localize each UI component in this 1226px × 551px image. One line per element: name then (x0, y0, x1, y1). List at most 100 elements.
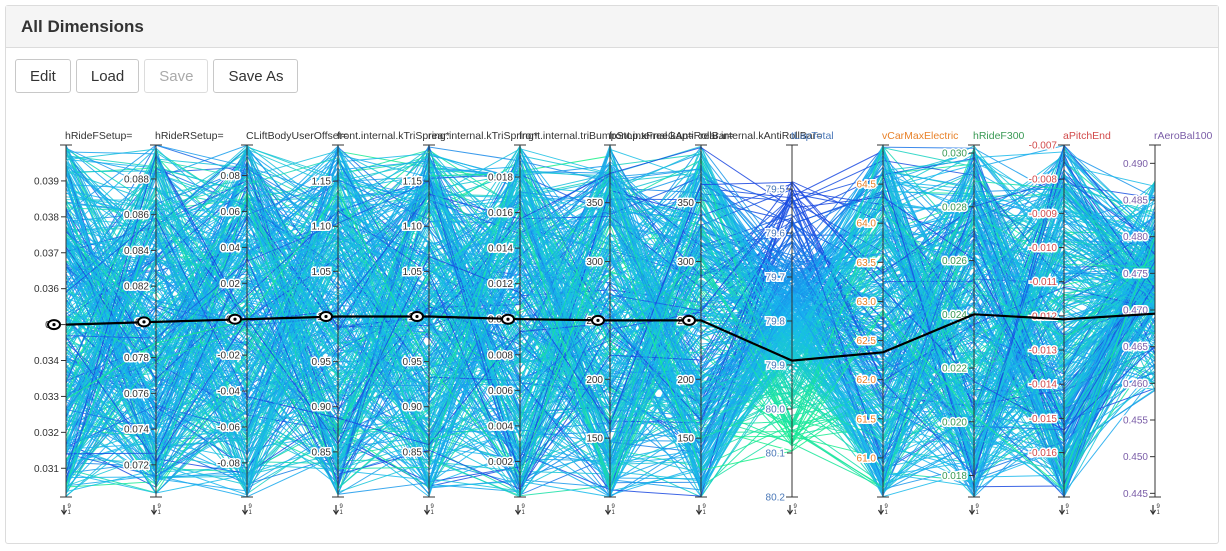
panel-header: All Dimensions (6, 6, 1218, 48)
axis: front.internal.kTriSpring* 0.85 0.90 0.95 1.… (310, 130, 450, 516)
tick-label: 0.018 (942, 471, 967, 482)
axis-title: front.internal.triBumpStop.xFreeGap= (519, 130, 694, 142)
toolbar: Edit Load Save Save As (15, 59, 303, 93)
svg-text:9: 9 (522, 504, 526, 510)
tick-label: 150 (677, 434, 694, 445)
axis: hRideRSetup=0.0720.0740.0760.0780.00.082… (122, 130, 223, 516)
tick-label: 62.0 (857, 375, 877, 386)
axis: hRideF3000.0180.0200.0220.0240.0260.0280… (940, 130, 1025, 516)
tick-label: 0.85 (403, 447, 423, 458)
tick-label: 0.036 (34, 284, 59, 295)
tick-label: 0.90 (312, 402, 332, 413)
tick-label: 0.020 (942, 417, 967, 428)
sort-icon[interactable]: 91 (604, 504, 616, 516)
svg-text:1: 1 (249, 510, 253, 516)
tick-label: 0.022 (942, 364, 967, 375)
sort-icon[interactable]: 91 (423, 504, 435, 516)
tick-label: 79.5 (766, 185, 786, 196)
tick-label: 79.6 (766, 229, 786, 240)
tick-label: -0.007 (1029, 141, 1058, 152)
tick-label: 80.0 (766, 405, 786, 416)
highlight-marker[interactable] (137, 316, 151, 328)
highlight-marker[interactable] (591, 314, 605, 326)
tick-label: 0.076 (124, 389, 149, 400)
tick-label: 1.15 (403, 177, 423, 188)
tick-label: 0.445 (1123, 489, 1148, 500)
tick-label: 0.004 (488, 421, 513, 432)
axis-title: CLiftBodyUserOffset= (246, 130, 348, 142)
tick-label: 0.475 (1123, 269, 1148, 280)
tick-label: 0.086 (124, 210, 149, 221)
svg-text:9: 9 (885, 504, 889, 510)
sort-icon[interactable]: 91 (1149, 504, 1161, 516)
tick-label: -0.016 (1029, 448, 1058, 459)
svg-text:1: 1 (522, 510, 526, 516)
tick-label: 0.074 (124, 425, 149, 436)
tick-label: 0.95 (403, 357, 423, 368)
axis-title: aPitchEnd (1063, 130, 1111, 142)
sort-icon[interactable]: 91 (877, 504, 889, 516)
edit-button[interactable]: Edit (15, 59, 71, 93)
tick-label: 63.0 (857, 297, 877, 308)
svg-text:9: 9 (1066, 504, 1070, 510)
svg-text:9: 9 (1157, 504, 1161, 510)
tick-label: 200 (677, 375, 694, 386)
axis: rAeroBal100 0.445 0.450 0.455 0.460 0.465 0.47… (1121, 130, 1212, 516)
svg-text:9: 9 (976, 504, 980, 510)
tick-label: 0.08 (221, 171, 241, 182)
highlight-marker[interactable] (682, 314, 696, 326)
axis-title: rear.internal.kAntiRollBar= (700, 130, 822, 142)
axis-title: tLapTotal (791, 130, 834, 142)
tick-label: 0.012 (488, 279, 513, 290)
highlight-marker[interactable] (47, 319, 61, 331)
svg-text:1: 1 (1066, 510, 1070, 516)
tick-label: 0.016 (488, 208, 513, 219)
tick-label: 1.10 (312, 222, 332, 233)
sort-icon[interactable]: 91 (60, 504, 72, 516)
tick-label: 0.088 (124, 174, 149, 185)
tick-label: 0.018 (488, 173, 513, 184)
tick-label: 79.9 (766, 361, 786, 372)
svg-text:1: 1 (68, 510, 72, 516)
tick-label: 1.15 (312, 177, 332, 188)
axis-title: hRideFSetup= (65, 130, 132, 142)
highlighted-line[interactable] (65, 312, 1156, 362)
save-button[interactable]: Save (144, 59, 209, 93)
tick-label: 300 (677, 257, 694, 268)
highlight-marker[interactable] (501, 313, 515, 325)
svg-text:1: 1 (976, 510, 980, 516)
tick-label: 64.5 (857, 180, 877, 191)
svg-text:1: 1 (794, 510, 798, 516)
axis-title: hRideF300 (973, 130, 1025, 142)
sort-icon[interactable]: 91 (786, 504, 798, 516)
sort-icon[interactable]: 91 (514, 504, 526, 516)
svg-text:9: 9 (612, 504, 616, 510)
highlight-marker[interactable] (228, 313, 242, 325)
sort-icon[interactable]: 91 (150, 504, 162, 516)
sort-icon[interactable]: 91 (695, 504, 707, 516)
sort-icon[interactable]: 91 (241, 504, 253, 516)
tick-label: 350 (677, 198, 694, 209)
tick-label: -0.012 (1029, 311, 1058, 322)
highlight-marker[interactable] (410, 310, 424, 322)
load-button[interactable]: Load (75, 59, 140, 93)
sort-icon[interactable]: 91 (1058, 504, 1070, 516)
tick-label: 0.006 (488, 386, 513, 397)
tick-label: 0.031 (34, 464, 59, 475)
tick-label: -0.013 (1029, 346, 1058, 357)
save-as-button[interactable]: Save As (213, 59, 299, 93)
tick-label: -0.010 (1029, 243, 1058, 254)
tick-label: 0.455 (1123, 416, 1148, 427)
tick-label: 0.028 (942, 202, 967, 213)
sort-icon[interactable]: 91 (968, 504, 980, 516)
sort-icon[interactable]: 91 (332, 504, 344, 516)
svg-text:1: 1 (885, 510, 889, 516)
tick-label: 79.7 (766, 273, 786, 284)
axis-title: rear.internal.kTriSpring* (428, 130, 538, 142)
tick-label: 0.037 (34, 248, 59, 259)
axis: front.internal.triBumpStop.xFreeGap= 0.00… (486, 130, 694, 516)
tick-label: 0.90 (403, 402, 423, 413)
tick-label: 80.1 (766, 449, 786, 460)
highlight-marker[interactable] (319, 310, 333, 322)
